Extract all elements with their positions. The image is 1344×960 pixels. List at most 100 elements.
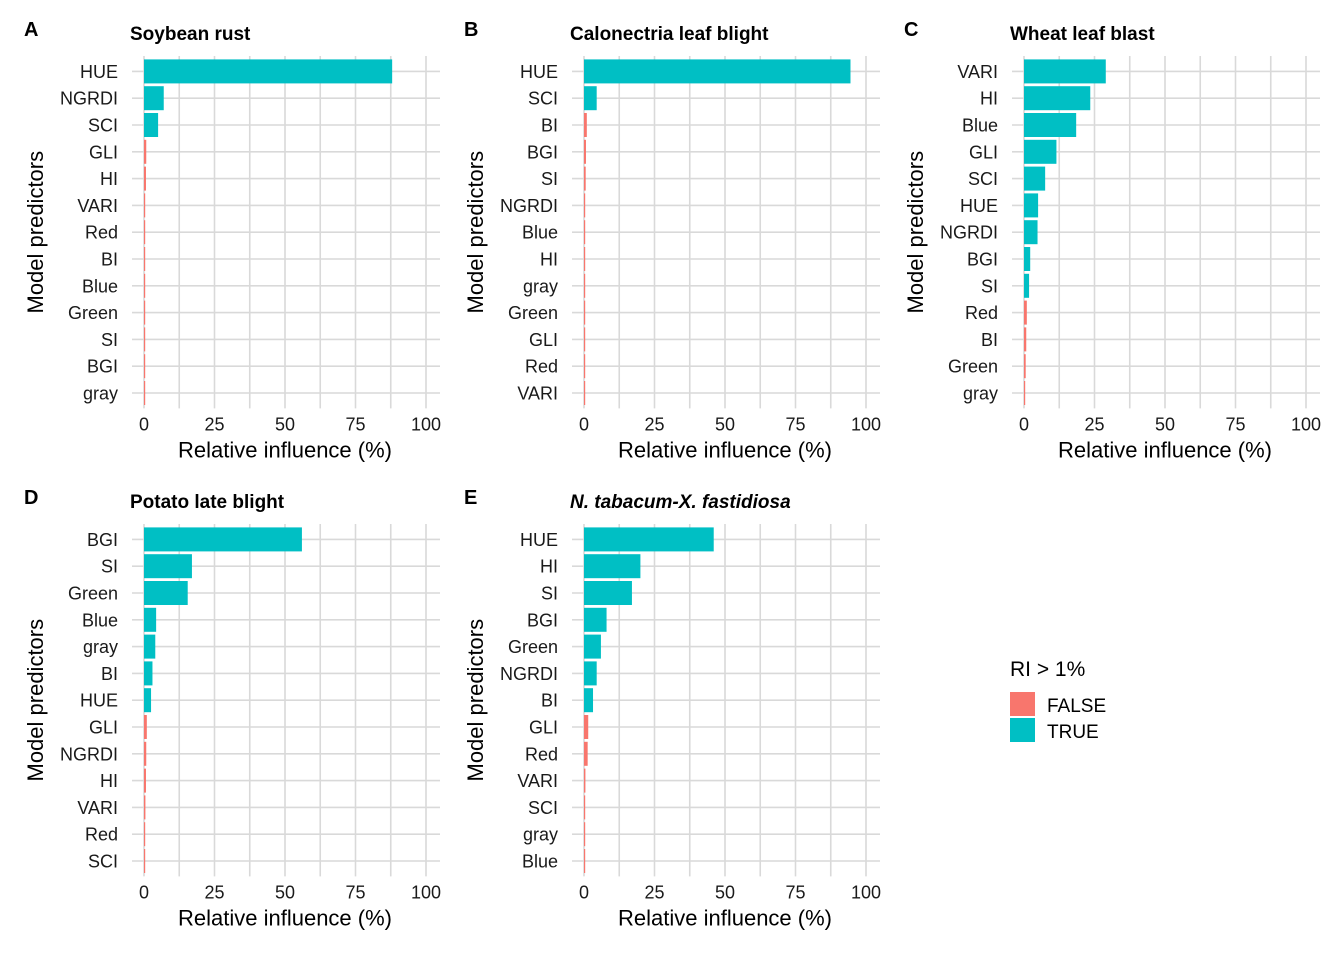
x-tick-label: 0 [139, 882, 149, 902]
x-tick-label: 75 [785, 882, 805, 902]
x-axis-title: Relative influence (%) [1058, 437, 1272, 462]
y-tick-label: gray [83, 637, 118, 657]
x-tick-label: 100 [851, 882, 881, 902]
x-tick-label: 100 [411, 882, 441, 902]
y-tick-label: VARI [957, 62, 998, 82]
bar-bgi [144, 527, 302, 552]
y-tick-label: VARI [517, 384, 558, 404]
bars [584, 59, 851, 405]
legend-swatch-false [1010, 692, 1035, 716]
y-tick-label: HI [540, 250, 558, 270]
y-tick-label: Blue [82, 610, 118, 630]
y-tick-label: BI [101, 664, 118, 684]
x-tick-label: 75 [345, 414, 365, 434]
bar-ngrdi [584, 193, 586, 218]
bar-green [1024, 354, 1026, 379]
y-tick-label: HI [100, 169, 118, 189]
y-tick-labels: BGI SI Green Blue gray BI HUE GLI NGRDI HI VARI Red… [60, 530, 118, 872]
bar-si [1024, 273, 1030, 298]
grid [1012, 56, 1320, 409]
bar-gli [584, 327, 586, 352]
bar-green [584, 300, 586, 325]
bar-gray [584, 822, 586, 847]
y-tick-label: HUE [520, 530, 558, 550]
y-axis-title: Model predictors [903, 151, 928, 314]
y-axis-title: Model predictors [463, 151, 488, 314]
grid [572, 56, 880, 409]
bars [584, 527, 714, 873]
panel-b: B Calonectria leaf blight HUE SCI BI BGI SI NGR… [463, 19, 881, 462]
bars [1024, 59, 1106, 405]
y-tick-label: NGRDI [500, 664, 558, 684]
bar-vari [144, 193, 146, 218]
bar-gray [144, 381, 146, 405]
bar-red [584, 741, 588, 766]
bar-hue [144, 688, 152, 713]
panel-d: D Potato late blight BGI SI Green Blue gray BI H… [23, 487, 441, 930]
bar-sci [1024, 166, 1046, 191]
x-tick-label: 50 [275, 882, 295, 902]
y-tick-label: NGRDI [500, 196, 558, 216]
bar-gray [584, 273, 586, 298]
y-tick-label: BGI [87, 530, 118, 550]
y-tick-label: SI [101, 330, 118, 350]
panel-letter: B [464, 19, 478, 41]
legend-label-true: TRUE [1047, 722, 1099, 743]
y-tick-label: GLI [529, 718, 558, 738]
bar-hue [1024, 193, 1039, 218]
y-tick-label: SCI [88, 852, 118, 872]
y-tick-label: Blue [522, 852, 558, 872]
x-tick-label: 75 [785, 414, 805, 434]
y-tick-label: NGRDI [60, 89, 118, 109]
y-tick-labels: HUE NGRDI SCI GLI HI VARI Red BI Blue Green SI BGI g… [60, 62, 118, 404]
panel-letter: C [904, 19, 918, 41]
x-tick-label: 75 [1225, 414, 1245, 434]
bar-blue [144, 273, 146, 298]
x-tick-labels: 0 25 50 75 100 [139, 882, 441, 902]
x-tick-label: 100 [851, 414, 881, 434]
x-axis-title: Relative influence (%) [618, 437, 832, 462]
x-tick-label: 50 [715, 882, 735, 902]
bar-bi [144, 247, 146, 271]
panel-a: A Soybean rust HUE NGRDI SCI GLI HI VARI Red BI Bl… [23, 19, 441, 462]
x-tick-label: 0 [579, 414, 589, 434]
legend-swatch-true [1010, 718, 1035, 742]
bar-hi [144, 768, 146, 793]
bar-bi [584, 113, 587, 137]
y-tick-label: NGRDI [940, 223, 998, 243]
bar-red [1024, 300, 1027, 325]
panel-c: C Wheat leaf blast VARI HI Blue GLI SCI HUE NGRD… [903, 19, 1321, 462]
bar-ngrdi [144, 86, 164, 111]
panel-title: Soybean rust [130, 24, 251, 45]
x-tick-labels: 0 25 50 75 100 [579, 414, 881, 434]
panel-title: Calonectria leaf blight [570, 24, 769, 45]
bar-si [584, 166, 586, 191]
bar-sci [144, 113, 159, 137]
bar-hi [1024, 86, 1091, 111]
y-tick-label: SI [541, 169, 558, 189]
bar-vari [584, 768, 586, 793]
y-tick-label: HUE [960, 196, 998, 216]
bar-ngrdi [584, 661, 597, 686]
x-tick-labels: 0 25 50 75 100 [139, 414, 441, 434]
bar-si [144, 327, 146, 352]
y-tick-label: Red [85, 223, 118, 243]
y-tick-labels: VARI HI Blue GLI SCI HUE NGRDI BGI SI Red BI Green g… [940, 62, 998, 404]
x-tick-label: 0 [579, 882, 589, 902]
bar-blue [584, 220, 586, 245]
y-tick-label: gray [523, 276, 558, 296]
bar-red [584, 354, 586, 379]
bar-blue [144, 607, 157, 632]
y-axis-title: Model predictors [463, 619, 488, 782]
y-tick-label: VARI [517, 771, 558, 791]
y-tick-label: Red [525, 744, 558, 764]
y-tick-label: Green [68, 584, 118, 604]
y-tick-label: Blue [962, 116, 998, 136]
legend-label-false: FALSE [1047, 696, 1106, 717]
y-tick-label: VARI [77, 196, 118, 216]
y-tick-label: Red [85, 825, 118, 845]
x-tick-label: 100 [411, 414, 441, 434]
bar-green [144, 581, 188, 605]
y-tick-labels: HUE HI SI BGI Green NGRDI BI GLI Red VARI SCI gray B… [500, 530, 558, 872]
